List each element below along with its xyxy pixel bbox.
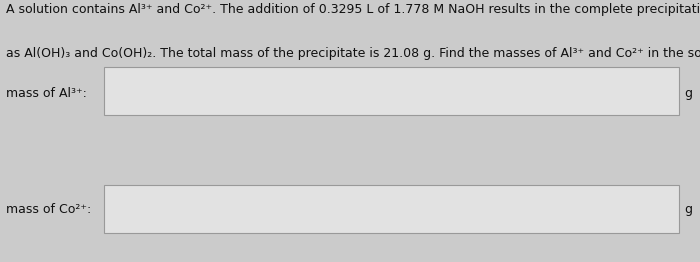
Text: as Al(OH)₃ and Co(OH)₂. The total mass of the precipitate is 21.08 g. Find the m: as Al(OH)₃ and Co(OH)₂. The total mass o… — [6, 47, 700, 60]
Text: mass of Co²⁺:: mass of Co²⁺: — [6, 203, 91, 216]
Text: A solution contains Al³⁺ and Co²⁺. The addition of 0.3295 L of 1.778 M NaOH resu: A solution contains Al³⁺ and Co²⁺. The a… — [6, 3, 700, 16]
Text: mass of Al³⁺:: mass of Al³⁺: — [6, 86, 87, 100]
Text: g: g — [685, 203, 692, 216]
FancyBboxPatch shape — [104, 185, 679, 233]
Text: g: g — [685, 86, 692, 100]
FancyBboxPatch shape — [104, 67, 679, 115]
